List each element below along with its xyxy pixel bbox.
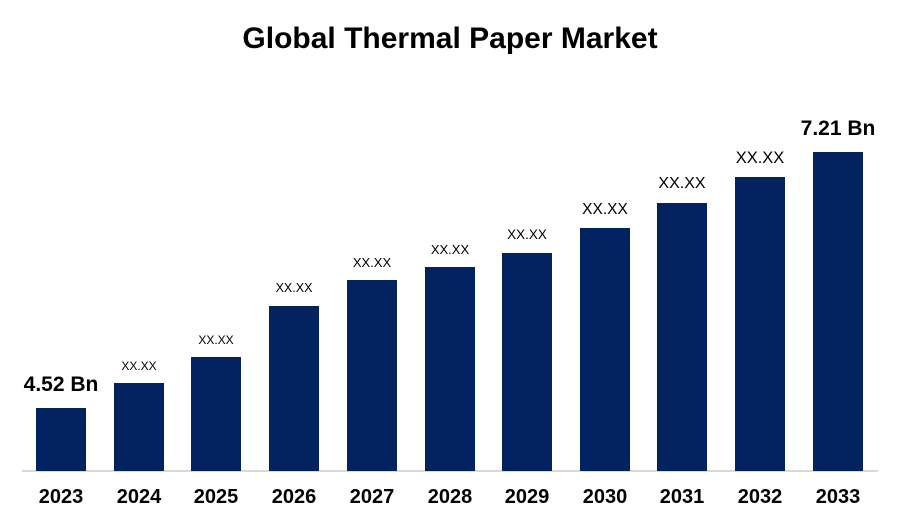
bar-2027: [347, 280, 397, 471]
x-axis-label-2031: 2031: [659, 486, 705, 508]
bar-2031: [657, 203, 707, 471]
chart-title: Global Thermal Paper Market: [242, 22, 658, 55]
bar-value-label: 7.21 Bn: [800, 116, 876, 140]
x-axis-label-2033: 2033: [815, 486, 861, 508]
bar-2033: [813, 152, 863, 471]
bar-2028: [425, 267, 475, 471]
x-axis-label-2032: 2032: [737, 486, 783, 508]
bar-value-label: XX.XX: [275, 281, 313, 296]
bar-value-label: XX.XX: [430, 241, 470, 257]
x-axis-label-2030: 2030: [582, 486, 628, 508]
x-axis-label-2025: 2025: [193, 486, 239, 508]
x-axis-label-2027: 2027: [349, 486, 395, 508]
x-axis-label-2029: 2029: [504, 486, 550, 508]
bar-value-label: XX.XX: [352, 254, 392, 270]
bar-value-label: XX.XX: [121, 358, 157, 373]
bar-value-label: XX.XX: [735, 148, 785, 167]
bar-value-label: XX.XX: [658, 175, 706, 193]
x-axis-label-2024: 2024: [116, 486, 162, 508]
bar-value-label: XX.XX: [582, 200, 628, 218]
bar-2029: [502, 253, 552, 471]
bar-2024: [114, 383, 164, 471]
bar-2032: [735, 177, 785, 471]
bar-2023: [36, 408, 86, 471]
bar-2025: [191, 357, 241, 471]
bar-value-label: XX.XX: [198, 332, 234, 347]
x-axis-label-2026: 2026: [271, 486, 317, 508]
bar-value-label: 4.52 Bn: [23, 372, 99, 396]
x-axis-label-2028: 2028: [427, 486, 473, 508]
bar-2026: [269, 306, 319, 471]
bar-2030: [580, 228, 630, 471]
x-axis-line: [22, 470, 878, 472]
bar-value-label: XX.XX: [507, 227, 547, 243]
x-axis-label-2023: 2023: [38, 486, 84, 508]
